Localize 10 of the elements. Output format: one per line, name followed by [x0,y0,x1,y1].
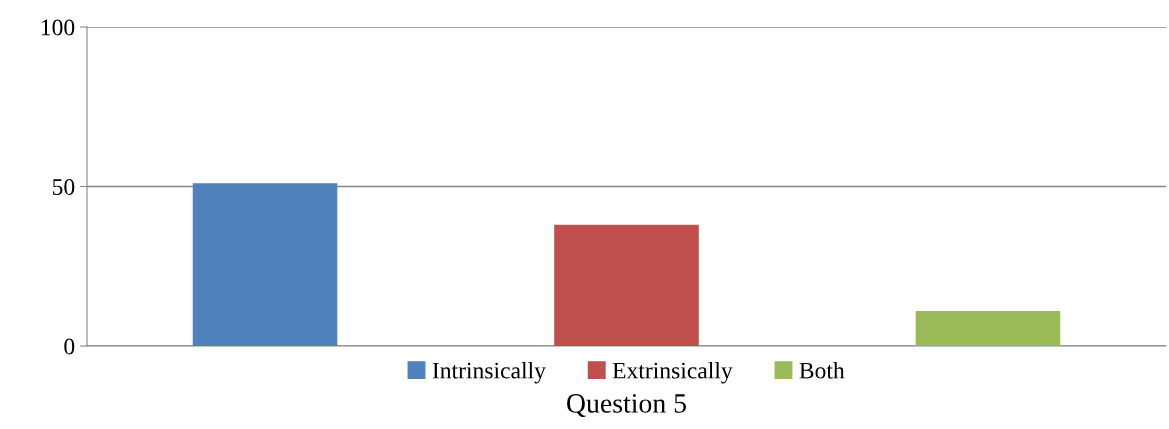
bar [192,183,338,346]
y-tick-label: 100 [41,19,75,36]
y-tick-label: 50 [52,178,75,195]
y-tick-label: 0 [64,338,75,355]
legend-label: Intrinsically [432,361,546,384]
bar [915,310,1061,346]
legend-label: Both [799,361,845,379]
x-tick-label: Question 5 [567,394,686,417]
bar [554,224,699,346]
legend-label: Extrinsically [612,361,733,384]
